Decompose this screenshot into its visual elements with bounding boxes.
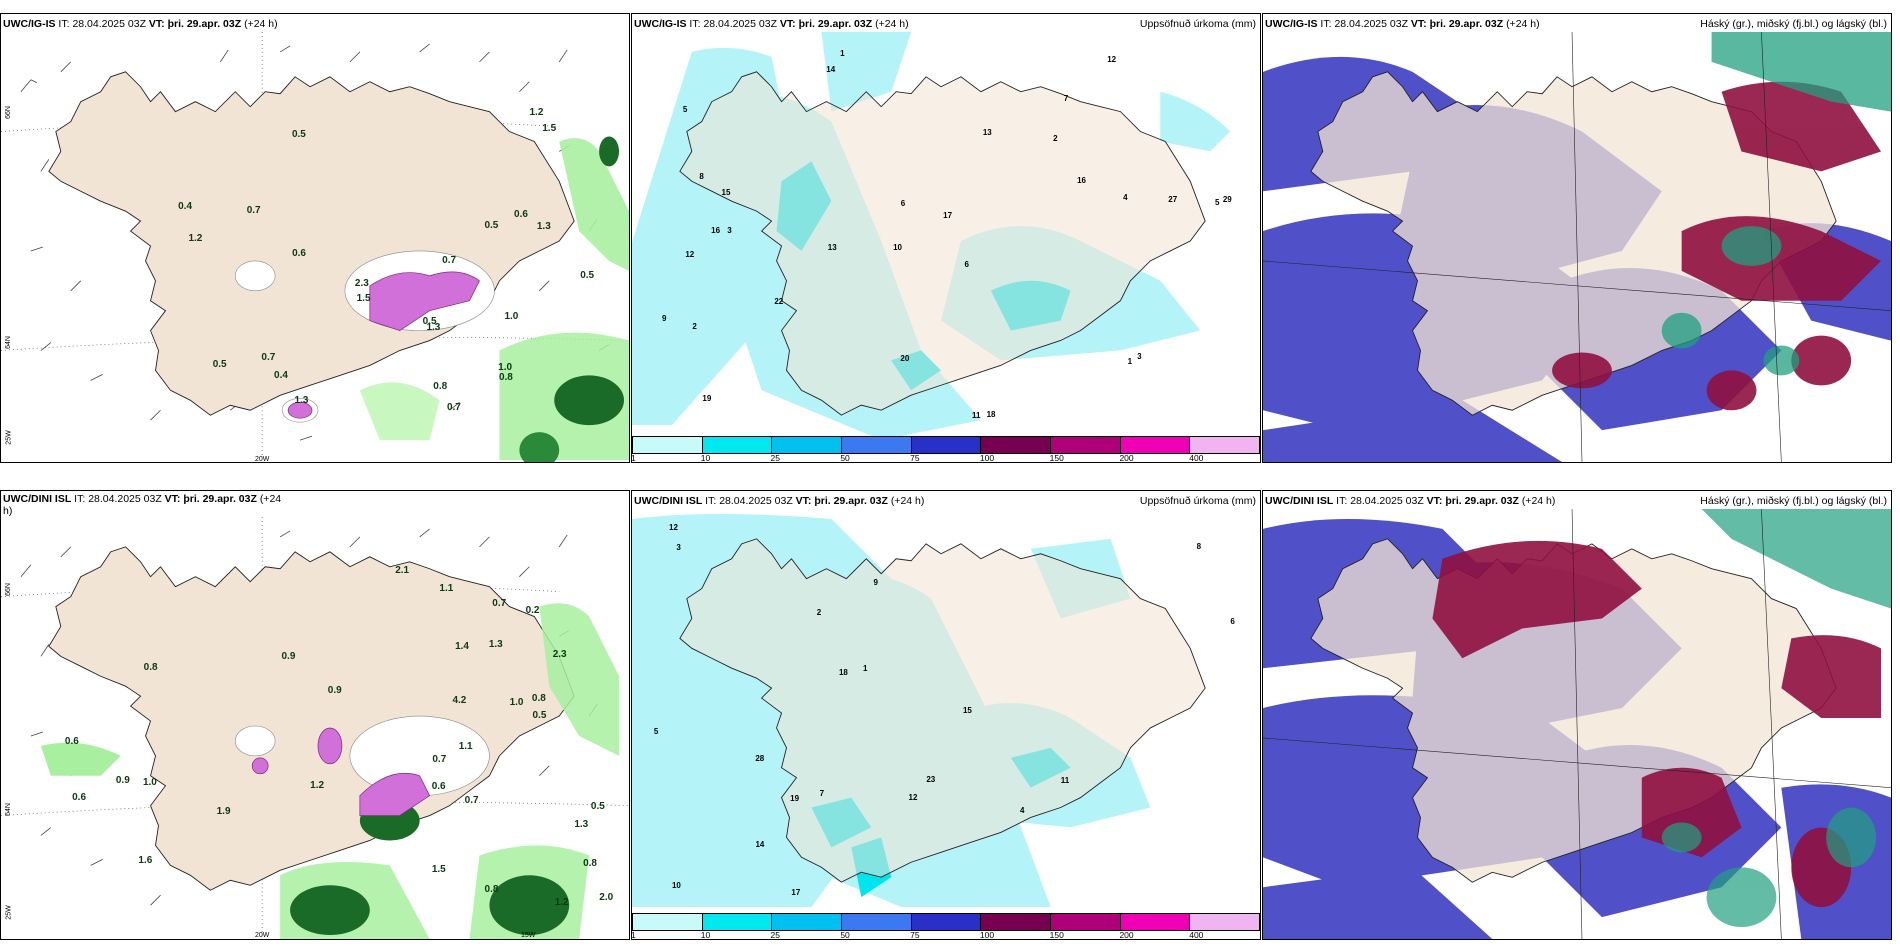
precip-colorbar: 1 10 25 50 75 100 150 200 400: [632, 436, 1260, 462]
colorbar-swatch: [633, 914, 703, 930]
panel-title: UWC/IG-IS IT: 28.04.2025 03Z VT: þri. 29…: [1265, 18, 1540, 30]
lat-label-66: 66N: [4, 106, 12, 119]
colorbar-tick-label: 50: [840, 453, 850, 463]
lon-label-20: 20W: [255, 932, 270, 939]
lon-label-20: 20W: [255, 456, 270, 463]
panel-bottom-left-precip-wind: UWC/DINI ISL IT: 28.04.2025 03Z VT: þri.…: [0, 490, 630, 940]
lat-label-64: 64N: [4, 803, 12, 816]
iceland-land: [48, 71, 575, 416]
colorbar-swatch: [772, 437, 843, 453]
colorbar-tick-label: 100: [979, 453, 995, 463]
colorbar-swatch: [911, 437, 982, 453]
panel-title: UWC/DINI ISL IT: 28.04.2025 03Z VT: þri.…: [1265, 495, 1556, 507]
map-area: [632, 509, 1260, 913]
colorbar-swatch: [702, 437, 773, 453]
panel-title: UWC/DINI ISL IT: 28.04.2025 03Z VT: þri.…: [3, 493, 282, 517]
colorbar-swatch: [772, 914, 843, 930]
colorbar-tick-label: 400: [1189, 453, 1204, 463]
iceland-land: [48, 546, 575, 891]
snow-pink: [251, 727, 431, 816]
colorbar-swatch: [911, 914, 982, 930]
colorbar-swatch: [1120, 914, 1191, 930]
iceland-map: [632, 513, 1206, 908]
colorbar-tick-label: 10: [700, 930, 711, 940]
panel-right-title: Uppsöfnuð úrkoma (mm): [1139, 495, 1256, 507]
lon-label-25: 25W: [5, 430, 13, 445]
colorbar-tick-label: 1: [631, 930, 636, 940]
panel-bottom-mid-accum-precip: UWC/DINI ISL IT: 28.04.2025 03Z VT: þri.…: [631, 490, 1261, 940]
panel-right-title: Háský (gr.), miðský (fj.bl.) og lágský (…: [1700, 495, 1887, 507]
panel-top-mid-accum-precip: UWC/IG-IS IT: 28.04.2025 03Z VT: þri. 29…: [631, 13, 1261, 463]
colorbar-tick-label: 200: [1119, 453, 1134, 463]
colorbar-swatch: [633, 437, 703, 453]
panel-title: UWC/IG-IS IT: 28.04.2025 03Z VT: þri. 29…: [3, 18, 278, 30]
panel-top-right-clouds: UWC/IG-IS IT: 28.04.2025 03Z VT: þri. 29…: [1262, 13, 1892, 463]
precip-colorbar: 1 10 25 50 75 100 150 200 400: [632, 913, 1260, 939]
cloud-map: [1263, 509, 1891, 939]
panel-title: UWC/IG-IS IT: 28.04.2025 03Z VT: þri. 29…: [634, 18, 909, 30]
iceland-map: [632, 32, 1231, 436]
snow-pink: [287, 271, 480, 419]
colorbar-swatch: [702, 914, 773, 930]
panel-top-left-precip-wind: UWC/IG-IS IT: 28.04.2025 03Z VT: þri. 29…: [0, 13, 630, 463]
colorbar-swatch: [981, 437, 1052, 453]
colorbar-tick-label: 25: [770, 930, 781, 940]
lon-label-25: 25W: [5, 905, 13, 920]
colorbar-tick-label: 50: [840, 930, 850, 940]
grid-lines: [1263, 32, 1891, 462]
panel-title: UWC/DINI ISL IT: 28.04.2025 03Z VT: þri.…: [634, 495, 925, 507]
colorbar-tick-label: 150: [1049, 453, 1064, 463]
panel-right-title: Háský (gr.), miðský (fj.bl.) og lágský (…: [1700, 18, 1887, 30]
cloud-map: [1263, 32, 1891, 462]
panel-bottom-right-clouds: UWC/DINI ISL IT: 28.04.2025 03Z VT: þri.…: [1262, 490, 1892, 940]
map-area: [1263, 509, 1891, 939]
colorbar-swatch: [1051, 914, 1121, 930]
colorbar-swatch: [1120, 437, 1191, 453]
iceland-land: [679, 538, 1206, 883]
colorbar-swatch: [842, 914, 912, 930]
colorbar-tick-label: 25: [770, 453, 781, 463]
high-cloud: [1661, 509, 1891, 928]
high-cloud: [1661, 32, 1891, 376]
colorbar-swatch: [1190, 437, 1260, 453]
colorbar-swatch: [842, 437, 912, 453]
lat-label-66: 66N: [4, 583, 12, 596]
map-area: [1263, 32, 1891, 462]
lat-label-64: 64N: [4, 336, 12, 349]
iceland-map: [1, 517, 629, 939]
colorbar-swatch: [1190, 914, 1260, 930]
colorbar-tick-label: 10: [700, 453, 711, 463]
panel-right-title: Uppsöfnuð úrkoma (mm): [1139, 18, 1256, 30]
colorbar-swatch: [1051, 437, 1121, 453]
colorbar-tick-label: 150: [1049, 930, 1064, 940]
iceland-land: [679, 71, 1206, 416]
glacier-hatch: [234, 715, 490, 796]
colorbar-tick-label: 100: [979, 930, 995, 940]
colorbar-tick-label: 75: [910, 453, 920, 463]
colorbar-swatch: [981, 914, 1052, 930]
map-area: [1, 517, 629, 939]
iceland-land: [1310, 71, 1837, 416]
precip-green: [40, 603, 620, 939]
map-area: [1, 32, 629, 462]
lon-label-15: 15W: [521, 932, 536, 939]
colorbar-tick-label: 1: [631, 453, 636, 463]
precip-green: [359, 136, 629, 462]
colorbar-tick-label: 200: [1119, 930, 1134, 940]
colorbar-tick-label: 400: [1189, 930, 1204, 940]
colorbar-tick-label: 75: [910, 930, 920, 940]
iceland-map: [1, 32, 629, 462]
grid-lines: [1263, 509, 1891, 939]
map-area: [632, 32, 1260, 436]
mid-cloud: [1432, 540, 1882, 908]
